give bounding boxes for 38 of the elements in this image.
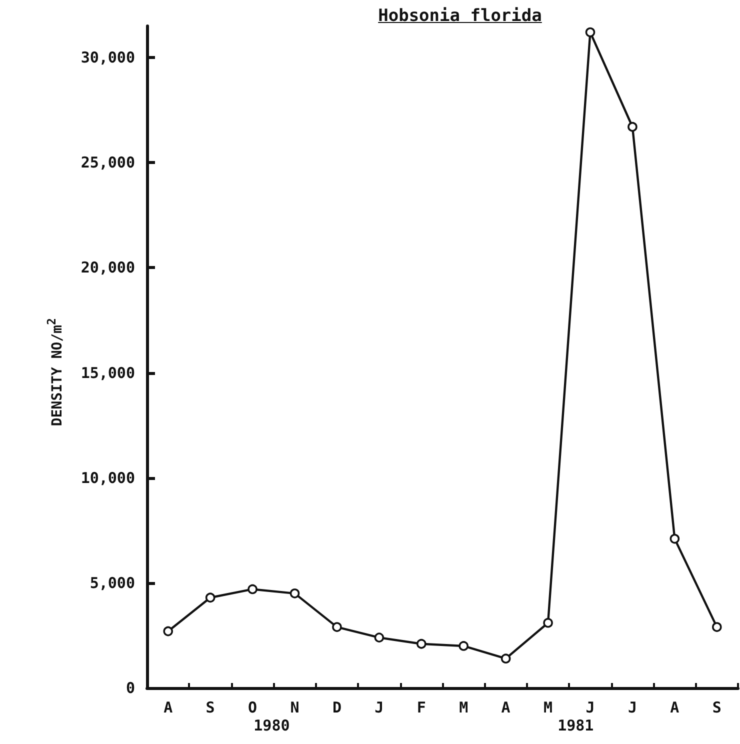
- y-tick-label: 5,000: [90, 574, 135, 592]
- point: [712, 622, 722, 632]
- point: [416, 638, 426, 649]
- x-tick-label: M: [544, 698, 553, 716]
- y-tick-label: 30,000: [80, 48, 135, 67]
- point: [332, 622, 342, 632]
- x-tick-label: J: [586, 698, 595, 716]
- x-tick-label: A: [164, 698, 173, 716]
- x-tick-label: S: [206, 698, 215, 716]
- text: 1980: [254, 716, 290, 734]
- point: [458, 641, 469, 651]
- x-tick-label: S: [712, 698, 722, 716]
- y-tick-label: 0: [126, 679, 135, 697]
- point: [628, 122, 638, 132]
- x-tick-label: D: [332, 698, 342, 716]
- point: [670, 534, 680, 544]
- x-tick-label: N: [290, 698, 300, 716]
- x-tick-label: F: [416, 698, 426, 716]
- point: [543, 618, 553, 628]
- point: [248, 584, 258, 594]
- point: [205, 592, 216, 603]
- chart-title: Hobsonia florida: [377, 6, 543, 26]
- x-tick-label: M: [459, 698, 468, 716]
- x-tick-label: A: [670, 698, 680, 716]
- y-tick-label: 20,000: [80, 258, 135, 277]
- point: [374, 632, 384, 642]
- point: [500, 654, 511, 664]
- point: [585, 27, 596, 38]
- point: [290, 588, 300, 598]
- y-tick-label: 15,000: [80, 364, 135, 382]
- point: [163, 626, 174, 636]
- x-tick-label: J: [374, 698, 384, 716]
- y-tick-label: 10,000: [80, 468, 135, 487]
- x-tick-label: A: [501, 698, 510, 716]
- text: 1981: [558, 716, 594, 734]
- x-tick-label: J: [628, 698, 637, 716]
- y-tick-label: 25,000: [80, 154, 135, 172]
- x-tick-label: O: [248, 698, 258, 716]
